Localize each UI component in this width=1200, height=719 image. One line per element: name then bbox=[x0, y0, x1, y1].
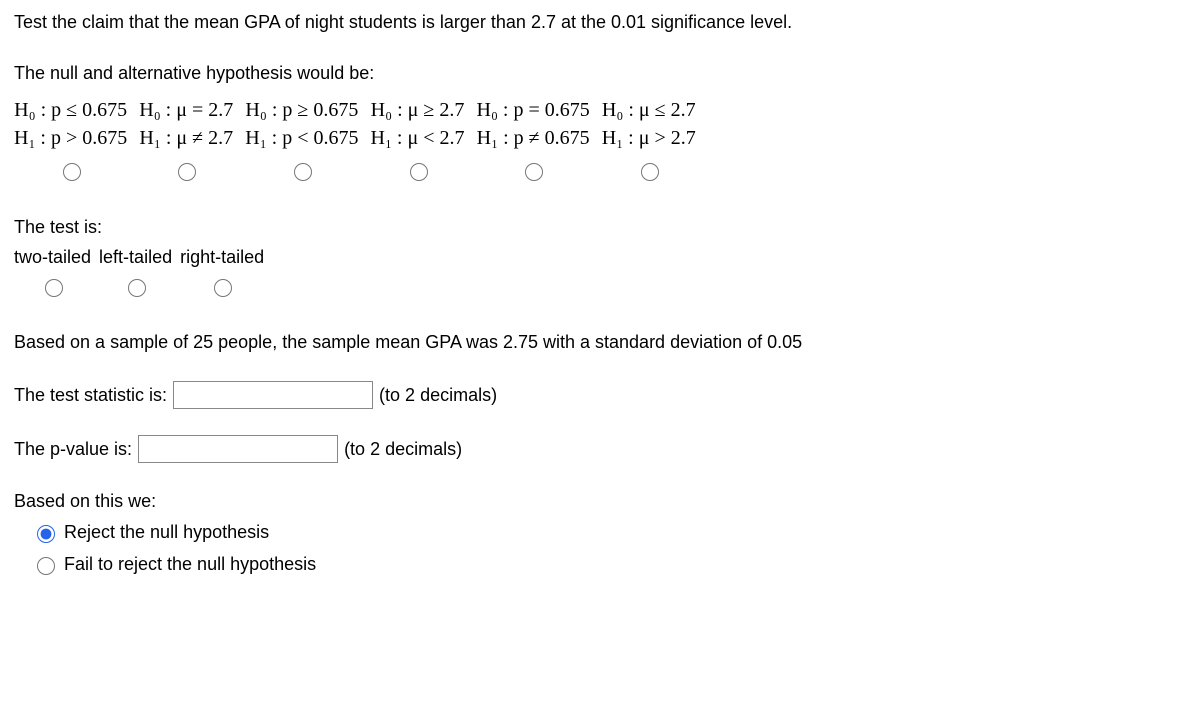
p-value-input[interactable] bbox=[138, 435, 338, 463]
h0-line: H₀ : p = 0.675 bbox=[477, 96, 590, 124]
decimals-hint: (to 2 decimals) bbox=[344, 437, 462, 462]
hypothesis-radio[interactable] bbox=[294, 163, 312, 181]
h1-line: H₁ : μ ≠ 2.7 bbox=[139, 124, 233, 152]
hypothesis-radio[interactable] bbox=[178, 163, 196, 181]
h1-line: H₁ : μ > 2.7 bbox=[602, 124, 696, 152]
tail-option[interactable]: left-tailed bbox=[99, 245, 172, 304]
p-value-label: The p-value is: bbox=[14, 437, 132, 462]
hypothesis-option[interactable]: H₀ : μ = 2.7 H₁ : μ ≠ 2.7 bbox=[139, 96, 233, 189]
tail-label: right-tailed bbox=[180, 245, 264, 270]
h1-line: H₁ : p ≠ 0.675 bbox=[477, 124, 590, 152]
hypothesis-option[interactable]: H₀ : p = 0.675 H₁ : p ≠ 0.675 bbox=[477, 96, 590, 189]
tail-label: two-tailed bbox=[14, 245, 91, 270]
h1-line: H₁ : p < 0.675 bbox=[245, 124, 358, 152]
test-statistic-label: The test statistic is: bbox=[14, 383, 167, 408]
decision-option-reject[interactable]: Reject the null hypothesis bbox=[32, 520, 1186, 545]
test-statistic-input[interactable] bbox=[173, 381, 373, 409]
tail-radio[interactable] bbox=[45, 279, 63, 297]
reject-radio[interactable] bbox=[37, 525, 55, 543]
hypothesis-option[interactable]: H₀ : p ≤ 0.675 H₁ : p > 0.675 bbox=[14, 96, 127, 189]
h0-line: H₀ : p ≥ 0.675 bbox=[245, 96, 358, 124]
intro-text: Test the claim that the mean GPA of nigh… bbox=[14, 10, 1186, 35]
based-on-label: Based on this we: bbox=[14, 489, 1186, 514]
test-is-label: The test is: bbox=[14, 215, 1186, 240]
h1-line: H₁ : μ < 2.7 bbox=[371, 124, 465, 152]
tail-option[interactable]: right-tailed bbox=[180, 245, 264, 304]
hypothesis-options: H₀ : p ≤ 0.675 H₁ : p > 0.675 H₀ : μ = 2… bbox=[14, 96, 1186, 189]
hypothesis-option[interactable]: H₀ : μ ≤ 2.7 H₁ : μ > 2.7 bbox=[602, 96, 696, 189]
h0-line: H₀ : μ ≥ 2.7 bbox=[371, 96, 465, 124]
fail-radio[interactable] bbox=[37, 557, 55, 575]
h1-line: H₁ : p > 0.675 bbox=[14, 124, 127, 152]
hypothesis-option[interactable]: H₀ : μ ≥ 2.7 H₁ : μ < 2.7 bbox=[371, 96, 465, 189]
hypothesis-radio[interactable] bbox=[525, 163, 543, 181]
hypothesis-radio[interactable] bbox=[641, 163, 659, 181]
tail-label: left-tailed bbox=[99, 245, 172, 270]
decimals-hint: (to 2 decimals) bbox=[379, 383, 497, 408]
hypothesis-option[interactable]: H₀ : p ≥ 0.675 H₁ : p < 0.675 bbox=[245, 96, 358, 189]
hypothesis-radio[interactable] bbox=[63, 163, 81, 181]
h0-line: H₀ : p ≤ 0.675 bbox=[14, 96, 127, 124]
decision-group: Reject the null hypothesis Fail to rejec… bbox=[32, 520, 1186, 576]
h0-line: H₀ : μ ≤ 2.7 bbox=[602, 96, 696, 124]
hypothesis-prompt: The null and alternative hypothesis woul… bbox=[14, 61, 1186, 86]
tail-radio[interactable] bbox=[214, 279, 232, 297]
tail-option[interactable]: two-tailed bbox=[14, 245, 91, 304]
fail-label: Fail to reject the null hypothesis bbox=[64, 552, 316, 577]
sample-text: Based on a sample of 25 people, the samp… bbox=[14, 330, 1186, 355]
h0-line: H₀ : μ = 2.7 bbox=[139, 96, 233, 124]
tail-radio[interactable] bbox=[128, 279, 146, 297]
hypothesis-radio[interactable] bbox=[410, 163, 428, 181]
tail-options: two-tailed left-tailed right-tailed bbox=[14, 245, 1186, 304]
decision-option-fail[interactable]: Fail to reject the null hypothesis bbox=[32, 552, 1186, 577]
reject-label: Reject the null hypothesis bbox=[64, 520, 269, 545]
